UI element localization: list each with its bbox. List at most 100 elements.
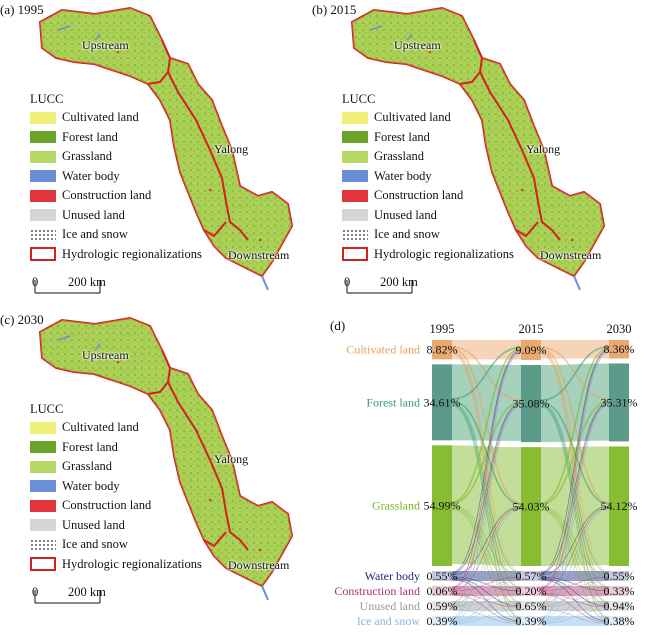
legend-item: Forest land xyxy=(30,438,202,458)
basin-texture xyxy=(40,8,292,276)
legend-items: Cultivated land Forest land Grassland Water… xyxy=(30,418,202,574)
flow-band xyxy=(452,601,521,611)
sankey-node xyxy=(521,601,541,611)
basin-map xyxy=(38,6,294,291)
flow-link xyxy=(540,351,610,603)
legend-item: Construction land xyxy=(342,186,514,206)
legend-title: LUCC xyxy=(30,402,64,416)
flow-band xyxy=(541,601,609,611)
node-value-label: 34.61% xyxy=(424,395,461,409)
panel-label: (c) 2030 xyxy=(0,312,44,327)
flow-link xyxy=(451,401,522,505)
legend-swatch xyxy=(30,131,56,144)
basin-map xyxy=(350,6,606,291)
node-value-label: 0.57% xyxy=(516,569,547,583)
region-label-downstream: Downstream xyxy=(228,558,290,572)
sankey-node xyxy=(432,586,452,596)
flow-link xyxy=(540,347,610,504)
water-line xyxy=(406,33,413,41)
legend-swatch xyxy=(342,150,368,163)
sankey-node xyxy=(432,340,452,360)
legend-item: Unused land xyxy=(30,516,202,536)
legend-swatch xyxy=(30,189,56,202)
settlement-dot xyxy=(116,50,120,54)
flow-link xyxy=(451,350,522,588)
region-label-upstream: Upstream xyxy=(394,38,441,52)
node-value-label: 35.08% xyxy=(513,397,550,411)
region-label-upstream: Upstream xyxy=(82,38,129,52)
sankey-node xyxy=(521,571,541,581)
year-label: 2015 xyxy=(519,322,544,336)
sankey-node xyxy=(609,586,629,596)
sankey-node xyxy=(521,616,541,626)
legend-items: Cultivated land Forest land Grassland Water… xyxy=(30,108,202,264)
legend-label: Unused land xyxy=(374,207,437,222)
node-value-label: 0.33% xyxy=(604,584,635,598)
legend-label: Construction land xyxy=(62,188,152,203)
region-boundary-downstream xyxy=(515,221,539,238)
flow-link xyxy=(540,352,610,618)
water-line xyxy=(369,25,383,31)
flow-link xyxy=(451,509,522,621)
water-line xyxy=(94,33,101,41)
legend-swatch xyxy=(30,441,56,454)
legend-item: Unused land xyxy=(30,206,202,226)
region-boundary-yalong xyxy=(167,381,249,551)
node-value-label: 0.65% xyxy=(516,599,547,613)
legend-label: Unused land xyxy=(62,207,125,222)
legend-swatch xyxy=(30,499,56,512)
legend-title: LUCC xyxy=(30,92,64,106)
sankey-node xyxy=(609,571,629,581)
flow-link xyxy=(451,578,522,607)
settlement-dot xyxy=(208,498,212,502)
legend-item: Cultivated land xyxy=(30,108,202,128)
basin-texture xyxy=(40,318,292,586)
node-value-label: 0.55% xyxy=(604,569,635,583)
legend-item: Hydrologic regionalizations xyxy=(30,245,202,265)
legend-swatch xyxy=(342,228,368,241)
legend-label: Ice and snow xyxy=(62,227,128,242)
flow-link xyxy=(451,609,522,624)
legend-swatch xyxy=(30,421,56,434)
legend-item: Cultivated land xyxy=(342,108,514,128)
node-value-label: 0.20% xyxy=(516,584,547,598)
legend-swatch xyxy=(30,480,56,493)
flow-link xyxy=(451,506,522,576)
legend-label: Hydrologic regionalizations xyxy=(374,246,514,261)
legend-label: Cultivated land xyxy=(374,110,451,125)
panel-label: (b) 2015 xyxy=(312,2,357,17)
category-label: Construction land xyxy=(334,584,420,598)
legend-swatch xyxy=(30,150,56,163)
legend-item: Hydrologic regionalizations xyxy=(30,555,202,575)
legend-swatch xyxy=(30,557,56,572)
node-value-label: 0.06% xyxy=(427,584,458,598)
scale-end: 200 km xyxy=(68,585,106,599)
flow-link xyxy=(451,349,522,573)
legend-label: Hydrologic regionalizations xyxy=(62,556,202,571)
legend-label: Water body xyxy=(62,168,120,183)
flow-link xyxy=(540,405,610,619)
category-label: Grassland xyxy=(372,499,420,513)
legend-item: Unused land xyxy=(342,206,514,226)
node-value-label: 8.82% xyxy=(427,343,458,357)
sankey-node xyxy=(609,601,629,611)
sankey-node xyxy=(609,616,629,626)
legend: LUCC Cultivated land Forest land Grassland… xyxy=(30,90,202,264)
legend-item: Cultivated land xyxy=(30,418,202,438)
region-boundary-yalong xyxy=(167,71,249,241)
flow-link xyxy=(540,404,610,604)
scale-bar: 0 200 km xyxy=(30,585,170,616)
node-value-label: 8.36% xyxy=(604,342,635,356)
region-label-downstream: Downstream xyxy=(228,248,290,262)
flow-band xyxy=(541,363,609,443)
settlement-dot xyxy=(258,238,262,242)
flow-link xyxy=(451,352,522,603)
region-label-yalong: Yalong xyxy=(526,142,561,156)
flow-link xyxy=(451,405,522,604)
legend-label: Cultivated land xyxy=(62,110,139,125)
legend-items: Cultivated land Forest land Grassland Water… xyxy=(342,108,514,264)
legend-swatch xyxy=(30,111,56,124)
legend-item: Construction land xyxy=(30,496,202,516)
legend-label: Water body xyxy=(374,168,432,183)
water-line xyxy=(94,343,101,351)
